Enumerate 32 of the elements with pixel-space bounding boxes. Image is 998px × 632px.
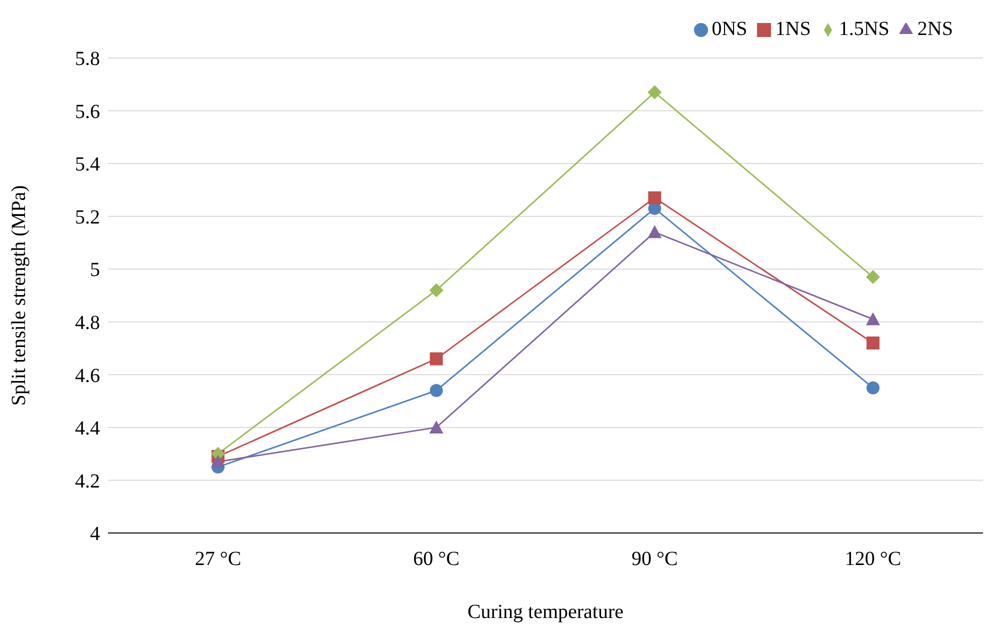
y-tick-label: 4.2 <box>75 470 100 492</box>
y-tick-label: 5.6 <box>75 100 100 123</box>
point <box>866 336 880 350</box>
legend-label: 2NS <box>917 18 953 40</box>
x-tick-label: 120 °C <box>844 548 902 570</box>
point <box>211 454 225 468</box>
legend-label: 1.5NS <box>838 18 890 40</box>
y-tick-label: 4.6 <box>75 364 100 387</box>
point <box>866 381 880 394</box>
point <box>429 283 444 298</box>
y-tick-label: 4 <box>90 523 100 546</box>
point <box>429 420 444 434</box>
y-tick-label: 4.8 <box>75 312 100 334</box>
y-tick-label: 5.4 <box>75 154 100 176</box>
y-tick-label: 5.2 <box>75 206 100 228</box>
legend-label: 0NS <box>712 18 748 40</box>
point <box>866 270 880 284</box>
y-axis-title: Split tensile strength (MPa) <box>8 185 30 406</box>
point <box>430 384 443 397</box>
x-tick-label: 27 °C <box>194 548 242 570</box>
point <box>648 85 662 100</box>
legend-label: 1NS <box>775 18 811 40</box>
y-tick-label: 5.8 <box>75 48 100 70</box>
point <box>866 312 880 326</box>
y-tick-label: 5 <box>90 259 100 282</box>
point <box>648 225 662 238</box>
x-tick-label: 60 °C <box>413 548 460 570</box>
point <box>430 352 443 366</box>
point <box>648 191 662 204</box>
x-tick-label: 90 °C <box>631 548 678 570</box>
x-axis-title: Curing temperature <box>467 601 624 623</box>
y-tick-label: 4.4 <box>75 418 100 440</box>
